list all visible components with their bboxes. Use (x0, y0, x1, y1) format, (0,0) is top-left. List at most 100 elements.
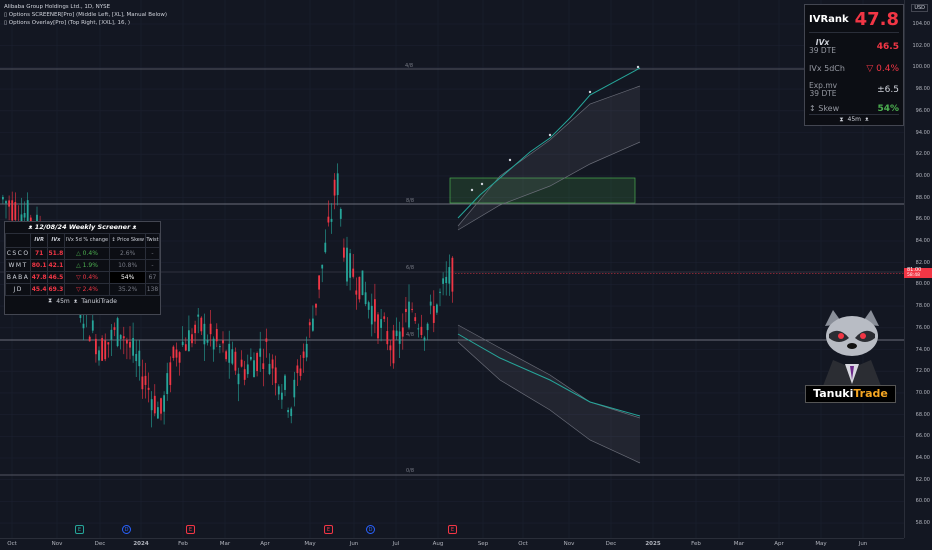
candle-body (439, 291, 441, 293)
candle-body (389, 345, 392, 351)
candle-body (290, 408, 293, 417)
price-tick-label: 68.00 (915, 411, 930, 418)
candle-body (122, 336, 125, 339)
ivr-footer: ⧗ 45m ᴥ (809, 114, 899, 124)
screener-cell-twist: 67 (144, 271, 161, 284)
candle-body (228, 343, 231, 363)
candle-body (367, 302, 370, 310)
candle-body (380, 319, 382, 328)
price-tick-label: 92.00 (915, 151, 930, 158)
candle-body (113, 327, 116, 330)
time-label: Nov (563, 541, 575, 547)
candle-body (219, 346, 221, 348)
candle-body (333, 179, 336, 196)
candle-body (82, 323, 85, 329)
candle-body (132, 338, 134, 356)
screener-cell-chg: △ 0.4% (63, 247, 111, 260)
candle-body (88, 336, 91, 342)
indicator-screener-label[interactable]: ▯ Options SCREENER[Pro] (Middle Left, [X… (4, 12, 167, 18)
screener-cell-skew: 10.8% (109, 259, 146, 272)
candle-body (110, 329, 113, 340)
time-label: Apr (774, 541, 784, 547)
candle-body (436, 304, 438, 313)
projection-point (636, 65, 640, 69)
candle-body (129, 341, 131, 348)
candle-body (166, 373, 169, 395)
time-label: Jul (392, 541, 400, 547)
candle-body (256, 352, 258, 372)
candle-body (383, 316, 386, 319)
earnings-event-icon[interactable]: E (186, 525, 195, 534)
hourglass-icon: ⧗ (839, 115, 844, 123)
price-tick-label: 70.00 (915, 389, 930, 396)
time-label: Oct (7, 541, 17, 547)
candle-body (250, 356, 252, 360)
candle-body (2, 196, 4, 200)
price-tick-label: 82.00 (915, 259, 930, 266)
price-tick-label: 94.00 (915, 129, 930, 136)
last-price-tag: 81.00 58:48 (904, 268, 932, 278)
time-axis[interactable]: Oct Nov Dec 2024 Feb Mar Apr May Jun Jul Aug Sep Oct… (0, 538, 904, 550)
earnings-event-icon[interactable]: E (448, 525, 457, 534)
projection-point (548, 133, 552, 137)
candle-body (445, 276, 448, 284)
screener-cell-ivx: 51.8 (47, 247, 65, 260)
screener-header-row: IVR IVx IVx 5d % change ↕ Price Skew Twi… (4, 233, 161, 248)
candle-body (271, 359, 274, 369)
candle-body (268, 363, 271, 375)
candle-body (20, 214, 23, 226)
candle-body (8, 200, 10, 207)
price-tick-label: 64.00 (915, 455, 930, 461)
time-label: Aug (432, 541, 444, 547)
screener-cell-skew: 2.6% (109, 247, 146, 260)
time-label: May (304, 541, 316, 547)
screener-cell-skew: 35.2% (109, 283, 146, 296)
time-label: Dec (605, 541, 617, 547)
price-tick-label: 74.00 (915, 346, 930, 353)
candle-body (206, 340, 209, 343)
tanuki-icon: ᴥ (73, 297, 78, 305)
candle-body (240, 359, 243, 367)
candle-body (308, 322, 311, 326)
currency-label[interactable]: USD (911, 4, 928, 12)
indicator-overlay-label[interactable]: ▯ Options Overlay[Pro] (Top Right, [XXL]… (4, 20, 131, 26)
screener-cell-sym: BABA (4, 271, 32, 284)
projection-band-upper (458, 86, 640, 230)
candle-body (302, 351, 305, 358)
screener-footer: ⧗ 45m ᴥ TanukiTrade (48, 297, 117, 305)
candle-body (163, 395, 165, 412)
time-label: Apr (260, 541, 270, 547)
candle-body (305, 343, 308, 358)
projection-inner-upper (457, 141, 641, 231)
candle-body (426, 323, 429, 331)
screener-cell-ivx: 69.3 (47, 283, 65, 296)
dividend-event-icon[interactable]: D (122, 525, 131, 534)
skew-value: 54% (877, 104, 899, 114)
price-tick-label: 72.00 (915, 368, 930, 375)
projection-band-lower (458, 325, 640, 463)
screener-cell-twist: - (144, 247, 161, 260)
time-label: Feb (691, 541, 701, 547)
candle-body (209, 323, 212, 335)
projection-inner-lower (457, 324, 641, 419)
candle-body (429, 301, 432, 306)
candle-body (442, 278, 444, 284)
chart-legend: Alibaba Group Holdings Ltd., 1D, NYSE ▯ … (4, 3, 167, 27)
candle-body (237, 373, 240, 385)
price-scale[interactable]: USD 104.00 102.00 100.00 98.00 96.00 94.00 92.… (904, 0, 932, 538)
projection-point (470, 188, 474, 192)
price-tick-label: 62.00 (915, 476, 930, 483)
time-label: Nov (51, 541, 63, 547)
earnings-event-icon[interactable]: E (324, 525, 333, 534)
tanuki-icon: ᴥ (130, 223, 137, 231)
dividend-event-icon[interactable]: D (366, 525, 375, 534)
earnings-event-icon[interactable]: E (75, 525, 84, 534)
price-tick-label: 102.00 (912, 42, 931, 49)
time-label: 2024 (133, 541, 149, 547)
tanuki-logo-icon (805, 308, 899, 404)
candle-body (181, 341, 184, 346)
fib-label-upper: 8/8 (406, 198, 415, 204)
candle-body (296, 365, 299, 374)
candle-body (194, 324, 196, 334)
screener-cell-ivr: 47.8 (30, 271, 49, 284)
